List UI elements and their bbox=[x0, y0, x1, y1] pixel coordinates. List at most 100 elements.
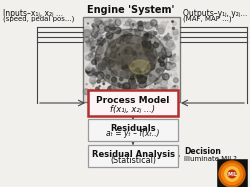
Circle shape bbox=[162, 55, 166, 59]
Circle shape bbox=[168, 94, 174, 99]
Circle shape bbox=[108, 79, 110, 81]
Circle shape bbox=[101, 58, 106, 63]
Circle shape bbox=[151, 23, 154, 25]
Circle shape bbox=[132, 93, 135, 96]
Circle shape bbox=[136, 45, 140, 48]
Circle shape bbox=[156, 69, 160, 73]
Circle shape bbox=[109, 41, 116, 48]
Circle shape bbox=[167, 21, 168, 23]
Circle shape bbox=[155, 83, 156, 84]
Circle shape bbox=[130, 20, 136, 27]
Circle shape bbox=[143, 22, 146, 24]
Circle shape bbox=[132, 71, 138, 77]
Circle shape bbox=[90, 50, 96, 57]
Circle shape bbox=[89, 62, 96, 69]
Circle shape bbox=[95, 47, 103, 55]
Circle shape bbox=[144, 22, 150, 28]
Circle shape bbox=[160, 62, 164, 66]
Circle shape bbox=[124, 92, 131, 99]
Circle shape bbox=[101, 37, 102, 39]
Circle shape bbox=[97, 97, 98, 99]
Circle shape bbox=[129, 73, 130, 74]
Circle shape bbox=[106, 38, 111, 42]
Circle shape bbox=[92, 48, 93, 50]
Circle shape bbox=[142, 41, 147, 46]
Circle shape bbox=[96, 19, 100, 23]
Circle shape bbox=[83, 31, 89, 38]
Circle shape bbox=[96, 21, 100, 25]
Circle shape bbox=[146, 32, 153, 39]
Circle shape bbox=[86, 54, 92, 60]
Circle shape bbox=[150, 27, 154, 31]
Circle shape bbox=[134, 29, 136, 31]
Circle shape bbox=[145, 86, 146, 87]
Circle shape bbox=[112, 50, 116, 53]
Circle shape bbox=[97, 89, 100, 92]
Circle shape bbox=[85, 55, 91, 60]
Circle shape bbox=[172, 59, 176, 63]
Circle shape bbox=[139, 81, 146, 88]
Circle shape bbox=[158, 59, 161, 62]
Circle shape bbox=[106, 54, 109, 56]
Circle shape bbox=[122, 87, 124, 89]
Circle shape bbox=[92, 24, 95, 27]
Circle shape bbox=[86, 84, 87, 85]
Circle shape bbox=[151, 95, 156, 99]
Text: Decision: Decision bbox=[184, 148, 221, 157]
Circle shape bbox=[102, 35, 103, 36]
Circle shape bbox=[140, 77, 146, 83]
Circle shape bbox=[131, 83, 133, 84]
Circle shape bbox=[144, 46, 150, 52]
Circle shape bbox=[86, 17, 92, 24]
Circle shape bbox=[170, 37, 172, 39]
Circle shape bbox=[140, 23, 142, 25]
Text: aₜ = yₜ – f(xₜ..): aₜ = yₜ – f(xₜ..) bbox=[106, 130, 160, 139]
Circle shape bbox=[95, 55, 101, 61]
Circle shape bbox=[95, 63, 97, 65]
Circle shape bbox=[123, 37, 127, 42]
Circle shape bbox=[122, 86, 125, 89]
Circle shape bbox=[96, 20, 103, 27]
Circle shape bbox=[91, 36, 95, 39]
Circle shape bbox=[126, 19, 128, 22]
Circle shape bbox=[149, 74, 152, 76]
Circle shape bbox=[149, 31, 156, 37]
Circle shape bbox=[117, 83, 120, 86]
Circle shape bbox=[154, 32, 157, 35]
Circle shape bbox=[143, 33, 150, 40]
Circle shape bbox=[170, 65, 174, 70]
Circle shape bbox=[86, 41, 92, 47]
Circle shape bbox=[136, 27, 140, 31]
Circle shape bbox=[148, 47, 153, 53]
Circle shape bbox=[166, 40, 173, 47]
Circle shape bbox=[96, 46, 103, 53]
Text: Engine 'System': Engine 'System' bbox=[87, 5, 175, 15]
Circle shape bbox=[118, 48, 119, 50]
Circle shape bbox=[173, 55, 175, 57]
Circle shape bbox=[104, 53, 107, 56]
Circle shape bbox=[107, 55, 110, 58]
Circle shape bbox=[119, 54, 120, 55]
Circle shape bbox=[137, 73, 143, 79]
Circle shape bbox=[120, 87, 124, 92]
Circle shape bbox=[128, 19, 132, 23]
Circle shape bbox=[167, 34, 175, 42]
Circle shape bbox=[93, 28, 94, 30]
Circle shape bbox=[152, 60, 155, 64]
Circle shape bbox=[116, 56, 124, 64]
Circle shape bbox=[139, 71, 141, 73]
Circle shape bbox=[166, 51, 170, 55]
Circle shape bbox=[94, 18, 100, 24]
FancyBboxPatch shape bbox=[88, 145, 178, 167]
Circle shape bbox=[124, 34, 126, 36]
Circle shape bbox=[164, 62, 172, 70]
Circle shape bbox=[132, 83, 137, 88]
Circle shape bbox=[164, 57, 165, 59]
Text: Residual Analysis: Residual Analysis bbox=[92, 150, 174, 159]
Circle shape bbox=[134, 59, 136, 60]
Circle shape bbox=[106, 33, 110, 37]
Circle shape bbox=[164, 63, 169, 68]
Circle shape bbox=[161, 47, 168, 54]
Text: (speed, pedal pos...): (speed, pedal pos...) bbox=[3, 15, 74, 22]
Circle shape bbox=[110, 52, 116, 58]
